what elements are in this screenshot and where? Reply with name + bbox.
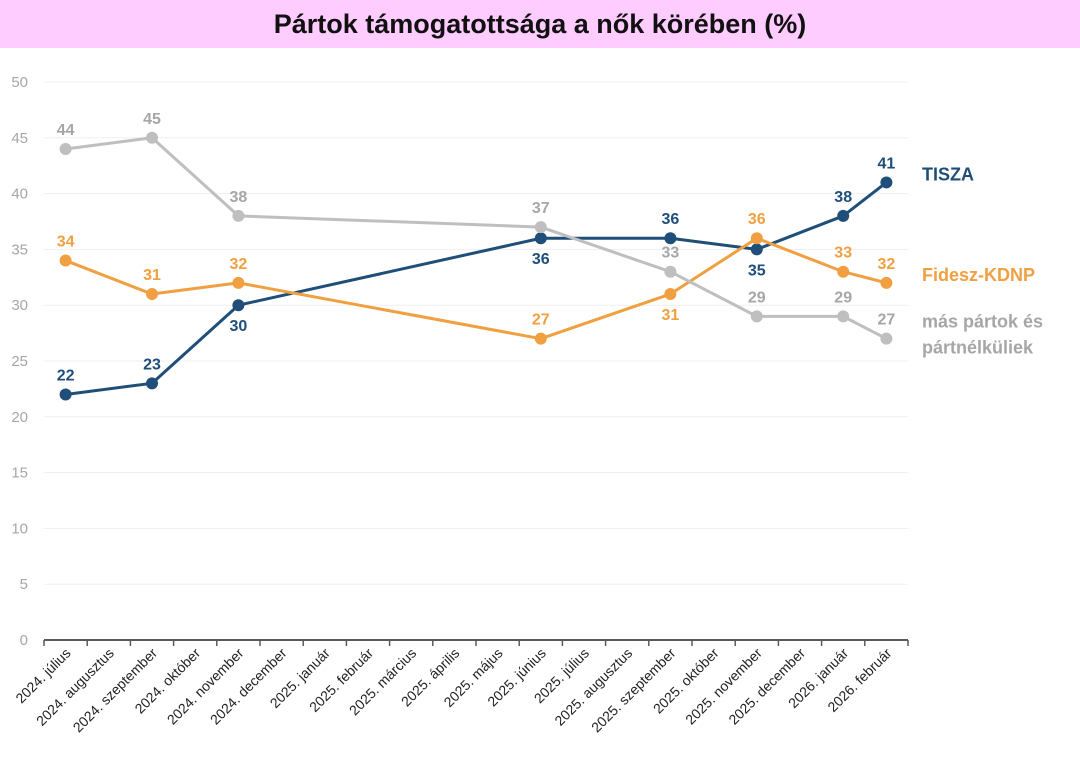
x-tick-label: 2025. december [725, 645, 808, 728]
data-point [534, 221, 547, 234]
data-point [880, 332, 893, 345]
y-tick-label: 35 [11, 241, 28, 258]
legend-fidesz-kdnp: Fidesz-KDNP [922, 265, 1035, 285]
data-point [232, 276, 245, 289]
data-point [59, 388, 72, 401]
data-label: 45 [143, 111, 161, 128]
y-tick-label: 5 [20, 576, 28, 593]
data-label: 36 [532, 251, 550, 268]
y-tick-label: 0 [20, 632, 28, 649]
data-point [664, 265, 677, 278]
data-label: 31 [143, 267, 161, 284]
x-tick-label: 2025. november [682, 645, 765, 728]
data-label: 44 [57, 122, 75, 139]
data-label: 38 [230, 189, 248, 206]
data-point [534, 232, 547, 245]
y-tick-label: 50 [11, 74, 28, 91]
y-axis: 0 5 10 15 20 25 30 35 40 45 50 [11, 74, 28, 649]
data-point [837, 209, 850, 222]
data-label: 34 [57, 234, 75, 251]
legend: TISZA Fidesz-KDNP más pártok és pártnélküli… [922, 164, 1043, 357]
data-label: 31 [662, 307, 680, 324]
data-point [146, 131, 158, 144]
data-point [59, 254, 72, 267]
data-label: 41 [878, 155, 896, 172]
data-point [837, 265, 850, 278]
data-point [880, 176, 893, 189]
y-tick-label: 45 [11, 130, 28, 147]
chart-title: Pártok támogatottsága a nők körében (%) [273, 8, 807, 39]
data-point [59, 142, 72, 155]
legend-mas-partok: más pártok és pártnélküliek [922, 312, 1043, 358]
data-point [232, 299, 245, 312]
series-line-más [65, 136, 888, 341]
y-tick-label: 10 [11, 520, 28, 537]
data-label: 35 [748, 262, 766, 279]
y-tick-label: 15 [11, 465, 28, 482]
gridlines [44, 81, 908, 585]
legend-line: más pártok és [922, 312, 1043, 332]
legend-tisza: TISZA [922, 164, 974, 184]
data-point [837, 310, 850, 323]
y-tick-label: 30 [11, 297, 28, 314]
data-point [880, 276, 893, 289]
data-label: 29 [748, 289, 766, 306]
x-tick-label: 2024. augusztus [33, 645, 117, 729]
data-label: 23 [143, 356, 161, 373]
y-tick-label: 40 [11, 186, 28, 203]
data-label: 36 [662, 211, 680, 228]
y-tick-label: 25 [11, 353, 28, 370]
legend-line: pártnélküliek [922, 338, 1034, 358]
data-label: 36 [748, 211, 766, 228]
data-label: 33 [662, 245, 680, 262]
title-bar: Pártok támogatottsága a nők körében (%) [0, 0, 1080, 48]
data-labels: 22 23 30 36 36 35 38 41 34 31 32 27 31 36 33 32 44 45 38 37… [57, 111, 896, 385]
data-point [534, 332, 547, 345]
data-label: 32 [878, 256, 896, 273]
data-label: 38 [834, 189, 852, 206]
data-label: 32 [230, 256, 248, 273]
data-label: 27 [532, 312, 550, 329]
y-tick-label: 20 [11, 409, 28, 426]
data-label: 33 [834, 245, 852, 262]
data-point [750, 310, 763, 323]
data-point [664, 288, 677, 301]
x-tick-label: 2025. augusztus [551, 645, 635, 729]
data-point [232, 209, 245, 222]
data-point [664, 232, 677, 245]
data-point [146, 377, 158, 390]
data-label: 30 [230, 318, 248, 335]
data-point [146, 288, 158, 301]
data-label: 27 [878, 312, 896, 329]
data-label: 22 [57, 367, 75, 384]
data-point [750, 232, 763, 245]
x-tick-label: 2024. december [207, 645, 290, 728]
data-label: 29 [834, 289, 852, 306]
data-point [750, 243, 763, 256]
x-tick-label: 2024. november [164, 645, 247, 728]
data-label: 37 [532, 200, 550, 217]
series-line-fidesz-kdnp [65, 236, 887, 341]
series-line-tisza [65, 181, 888, 396]
series [59, 131, 893, 401]
